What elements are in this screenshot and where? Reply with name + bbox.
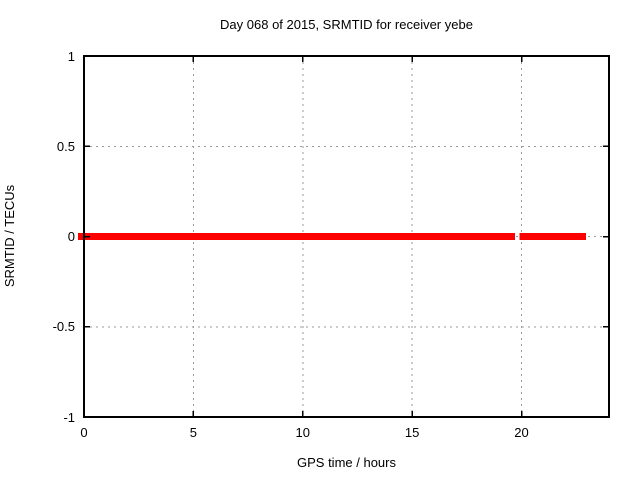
x-tick-label: 20: [514, 425, 529, 440]
x-tick-label: 10: [295, 425, 310, 440]
y-tick-label: 1: [67, 48, 75, 64]
y-tick-label: -0.5: [52, 319, 75, 335]
y-tick-label: 0: [67, 229, 75, 244]
y-tick-label: 0.5: [56, 138, 75, 154]
y-tick-label: -1: [63, 409, 75, 425]
x-tick-label: 5: [189, 425, 197, 440]
x-tick-label: 0: [80, 425, 88, 440]
chart-title: Day 068 of 2015, SRMTID for receiver yeb…: [220, 17, 473, 32]
x-axis-label: GPS time / hours: [297, 455, 396, 470]
x-tick-label: 15: [404, 425, 420, 440]
